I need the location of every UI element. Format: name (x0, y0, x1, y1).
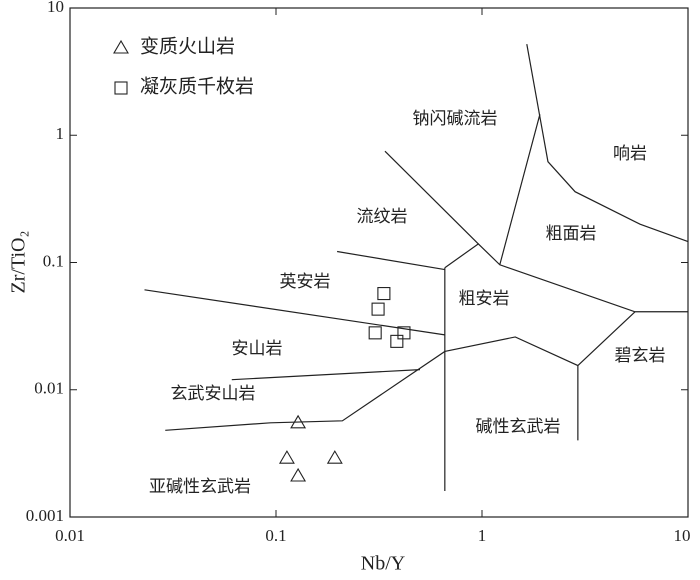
field-label: 碱性玄武岩 (476, 417, 561, 436)
field-label: 英安岩 (280, 272, 331, 291)
field-boundary (337, 250, 445, 271)
y-tick-label: 0.001 (26, 506, 64, 525)
legend-marker (114, 81, 128, 95)
field-label: 响岩 (613, 144, 647, 163)
square-marker (377, 287, 391, 301)
triangle-marker (290, 467, 307, 482)
triangle-marker (290, 414, 307, 429)
square-marker (371, 302, 385, 316)
field-boundary (577, 311, 636, 366)
y-tick-label: 0.1 (43, 251, 64, 270)
field-boundary (526, 44, 689, 243)
y-axis-label: Zr/TiO₂ (8, 231, 30, 294)
x-tick-label: 0.1 (265, 526, 286, 545)
x-tick-label: 1 (478, 526, 487, 545)
y-tick-label: 0.01 (34, 379, 64, 398)
field-label: 玄武安山岩 (171, 384, 256, 403)
field-label: 流纹岩 (357, 207, 408, 226)
field-label: 粗安岩 (459, 289, 510, 308)
field-label: 安山岩 (232, 339, 283, 358)
field-label: 碧玄岩 (615, 346, 666, 365)
x-tick-label: 10 (674, 526, 691, 545)
x-axis-label: Nb/Y (361, 553, 405, 575)
legend-marker (113, 39, 129, 54)
field-boundary (384, 150, 479, 245)
field-label: 钠闪碱流岩 (413, 109, 498, 128)
legend-label: 变质火山岩 (140, 35, 235, 57)
square-marker (368, 326, 382, 340)
field-boundary (231, 368, 421, 381)
triangle-marker (326, 450, 343, 464)
legend-label: 凝灰质千枚岩 (140, 75, 254, 97)
y-tick-label: 1 (56, 124, 65, 143)
square-marker (397, 326, 411, 340)
triangle-marker (278, 450, 295, 464)
square-marker (390, 334, 404, 348)
field-label: 粗面岩 (546, 224, 597, 243)
field-boundary (499, 114, 541, 265)
field-boundary (144, 289, 445, 336)
y-tick-label: 10 (47, 0, 64, 16)
x-tick-label: 0.01 (55, 526, 85, 545)
field-label: 亚碱性玄武岩 (149, 477, 251, 496)
